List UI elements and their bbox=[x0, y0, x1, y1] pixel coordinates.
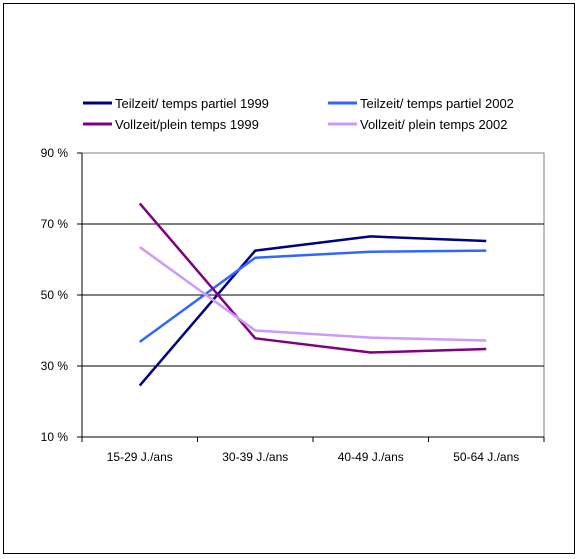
series-line-3 bbox=[138, 202, 487, 354]
legend-label: Teilzeit/ temps partiel 2002 bbox=[360, 96, 514, 111]
y-tick-label: 10 % bbox=[41, 430, 69, 444]
legend-label: Vollzeit/plein temps 1999 bbox=[115, 117, 259, 132]
y-tick-label: 50 % bbox=[41, 288, 69, 302]
series-line-2 bbox=[139, 249, 487, 343]
y-tick-label: 70 % bbox=[41, 217, 69, 231]
x-tick-label: 30-39 J./ans bbox=[222, 450, 288, 464]
legend: Teilzeit/ temps partiel 1999 Teilzeit/ te… bbox=[83, 96, 514, 132]
axes: 10 % 30 % 50 % 70 % 90 % 15-29 J./ans 30-39 J.… bbox=[41, 146, 545, 464]
x-tick-label: 15-29 J./ans bbox=[107, 450, 173, 464]
x-tick-label: 40-49 J./ans bbox=[338, 450, 404, 464]
legend-label: Teilzeit/ temps partiel 1999 bbox=[115, 96, 269, 111]
series-line-1 bbox=[138, 235, 487, 387]
y-tick-label: 90 % bbox=[41, 146, 69, 160]
x-tick-label: 50-64 J./ans bbox=[453, 450, 519, 464]
series-line-4 bbox=[139, 246, 487, 342]
y-tick-label: 30 % bbox=[41, 359, 69, 373]
series-layer bbox=[138, 202, 487, 387]
legend-label: Vollzeit/ plein temps 2002 bbox=[360, 117, 507, 132]
